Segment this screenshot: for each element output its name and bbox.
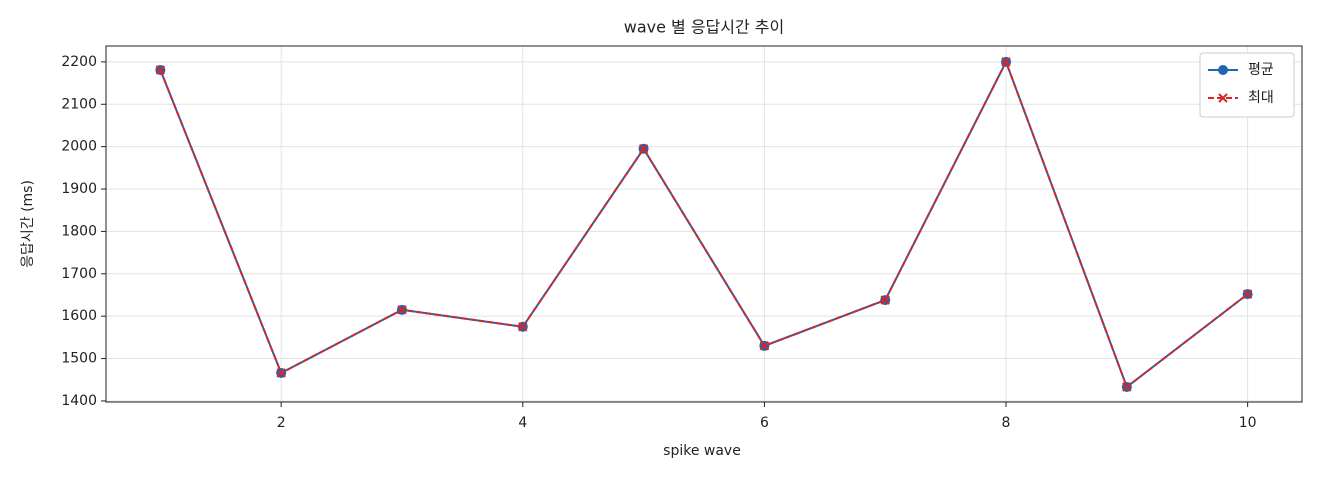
point xyxy=(1242,289,1253,299)
y-tick-label: 1900 xyxy=(61,181,97,197)
point xyxy=(1001,57,1011,67)
legend-label: 최대 xyxy=(1248,90,1274,106)
legend-label: 평균 xyxy=(1248,62,1274,78)
y-tick-label: 1400 xyxy=(61,393,97,409)
point xyxy=(155,65,166,75)
legend-box xyxy=(1199,52,1295,118)
point xyxy=(1218,93,1228,103)
y-tick-label: 1800 xyxy=(61,223,97,239)
point xyxy=(880,295,890,305)
point xyxy=(518,322,528,332)
point xyxy=(638,144,649,154)
point xyxy=(1122,382,1132,392)
series-line xyxy=(159,59,1249,389)
y-tick-label: 1700 xyxy=(61,266,97,282)
chart-title: wave 별 응답시간 추이 xyxy=(624,18,785,37)
y-tick-label: 2200 xyxy=(61,54,97,70)
y-tick-label: 2000 xyxy=(61,139,97,155)
y-axis-label: 응답시간 (ms) xyxy=(20,180,36,268)
x-axis-label: spike wave xyxy=(663,443,741,459)
plot-frame xyxy=(105,45,1303,403)
series-line xyxy=(159,59,1249,389)
point xyxy=(276,368,286,378)
point xyxy=(397,305,407,315)
y-tick-label: 1600 xyxy=(61,308,97,324)
point xyxy=(759,341,770,351)
y-tick-label: 1500 xyxy=(61,351,97,367)
x-tick-label: 8 xyxy=(1002,415,1011,431)
x-tick-label: 2 xyxy=(277,415,286,431)
x-tick-label: 6 xyxy=(760,415,769,431)
x-tick-label: 4 xyxy=(518,415,527,431)
x-tick-label: 10 xyxy=(1239,415,1257,431)
point xyxy=(1218,65,1228,75)
y-tick-label: 2100 xyxy=(61,96,97,112)
